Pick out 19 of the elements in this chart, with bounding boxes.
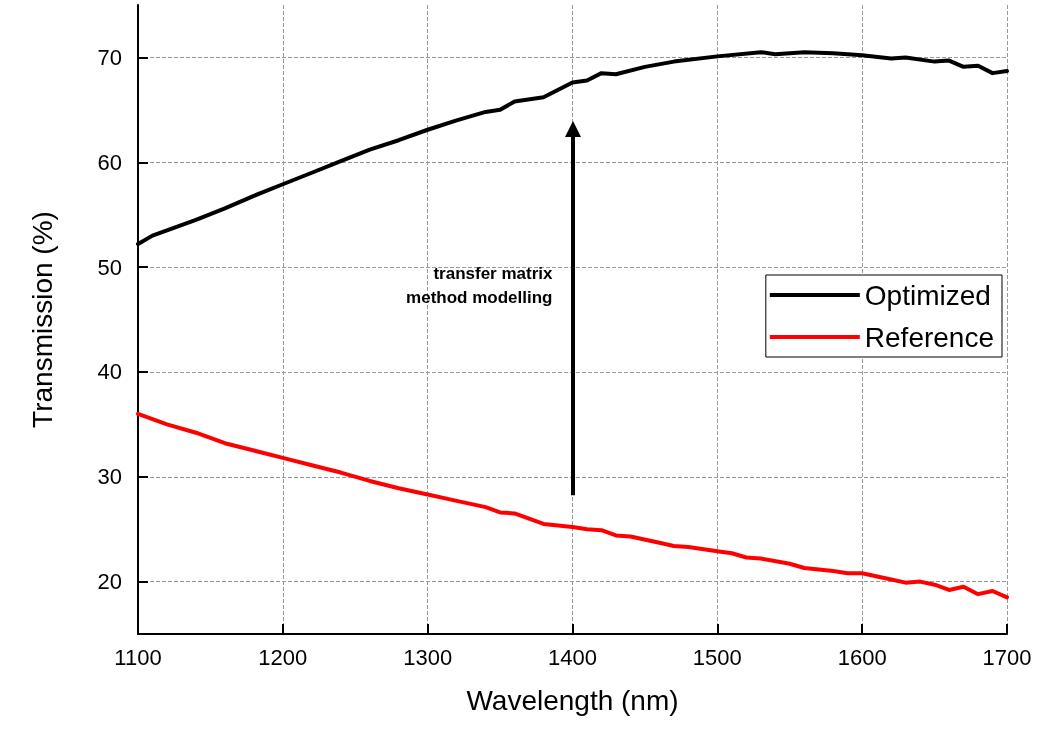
y-tick-label: 30: [97, 464, 122, 490]
x-tick-label: 1200: [258, 644, 308, 670]
y-tick-label: 20: [97, 569, 122, 595]
y-axis-title: Transmission (%): [26, 211, 58, 428]
x-tick-label: 1700: [982, 644, 1032, 670]
y-tick-label: 70: [97, 44, 122, 70]
y-tick-label: 50: [97, 254, 122, 280]
x-axis-title: Wavelength (nm): [466, 684, 679, 716]
legend-label: Optimized: [864, 279, 991, 311]
x-tick-label: 1400: [548, 644, 597, 670]
x-tick-label: 1100: [114, 644, 162, 670]
x-tick-label: 1600: [837, 644, 887, 670]
y-tick-label: 60: [97, 149, 122, 175]
legend-label: Reference: [864, 321, 994, 353]
annotation: transfer matrix method modelling: [406, 263, 553, 309]
y-tick-label: 40: [97, 359, 122, 385]
x-tick-label: 1300: [403, 644, 453, 670]
line-series: [136, 411, 1009, 600]
x-tick-label: 1500: [692, 644, 742, 670]
